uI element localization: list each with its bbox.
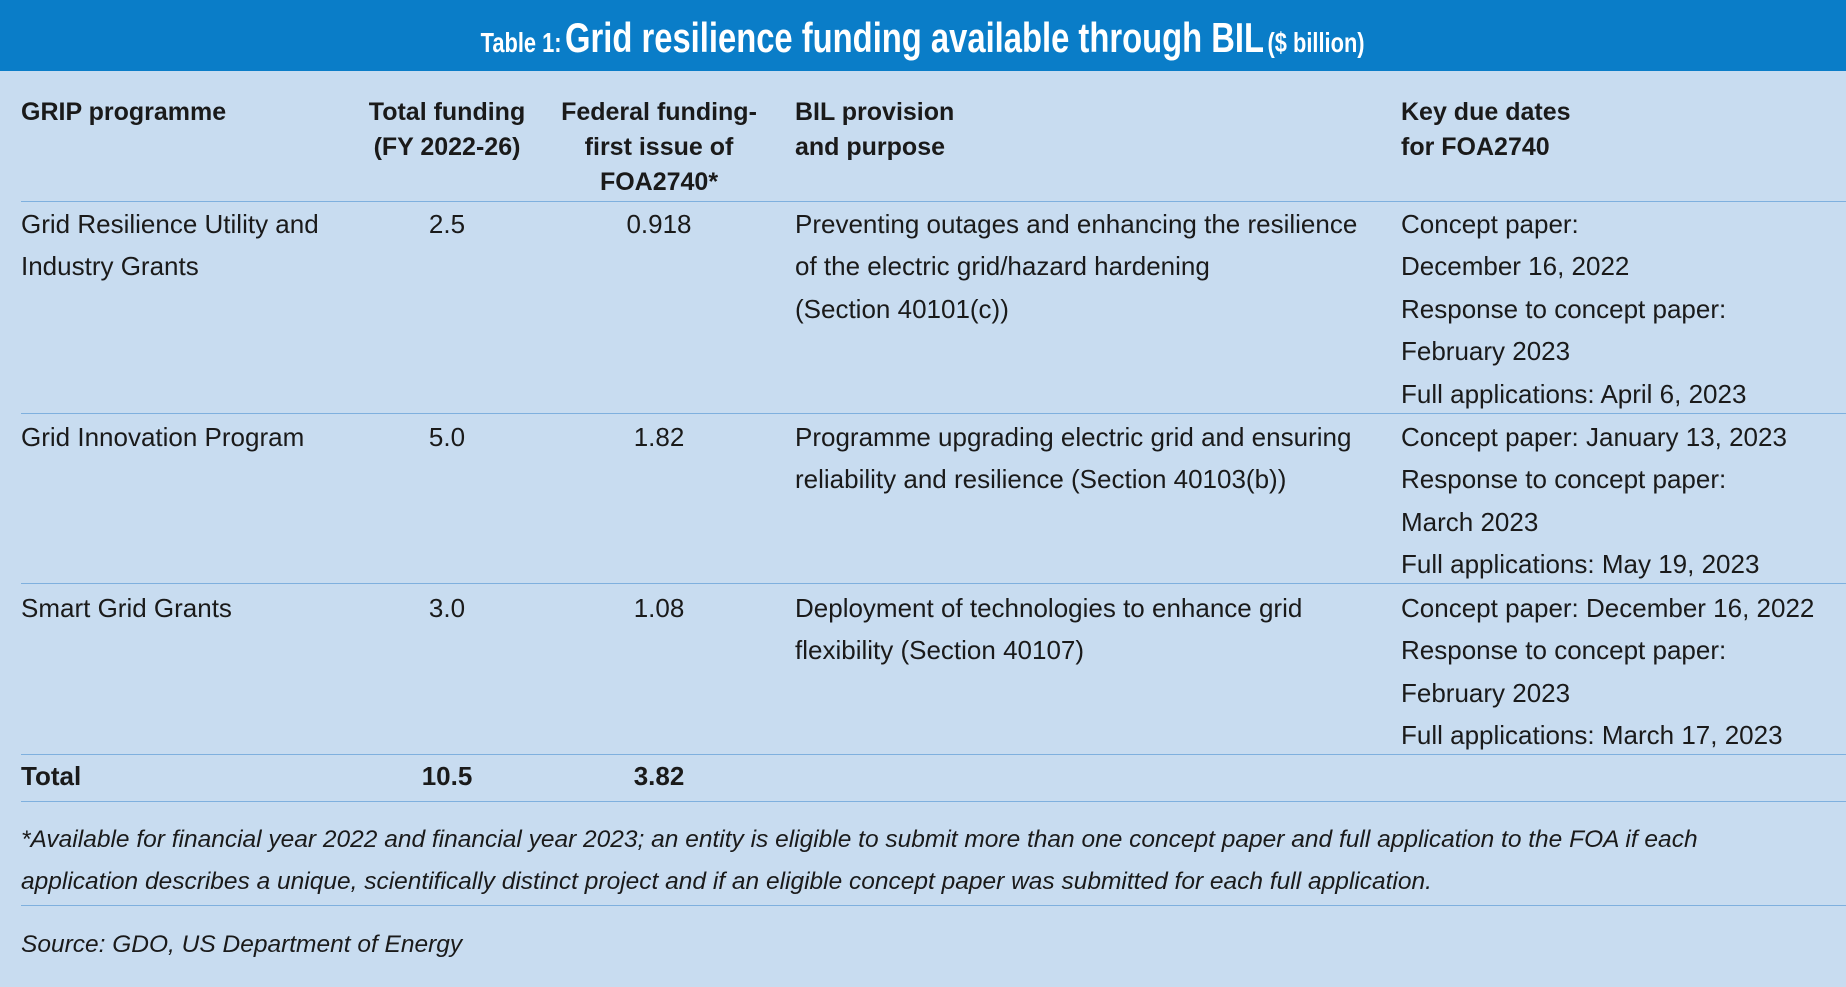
column-header: Federal funding- bbox=[561, 97, 757, 126]
cell-text: Full applications: March 17, 2023 bbox=[1401, 720, 1783, 751]
column-header: Total funding bbox=[368, 97, 526, 126]
cell-text: Response to concept paper: bbox=[1401, 635, 1727, 666]
cell-text: February 2023 bbox=[1401, 336, 1571, 367]
cell-text: reliability and resilience (Section 4010… bbox=[795, 464, 1287, 495]
cell-text: 1.08 bbox=[633, 593, 685, 623]
column-header: BIL provision bbox=[795, 97, 955, 126]
total-cell: 10.5 bbox=[421, 761, 473, 791]
cell-text: Full applications: April 6, 2023 bbox=[1401, 378, 1747, 409]
cell-text: 0.918 bbox=[626, 209, 692, 239]
source: Source: GDO, US Department of Energy bbox=[21, 931, 463, 958]
rule bbox=[21, 201, 1846, 202]
title-bar bbox=[0, 0, 1846, 71]
cell-text: March 2023 bbox=[1401, 506, 1539, 537]
rule bbox=[21, 583, 1846, 584]
rule bbox=[21, 413, 1846, 414]
cell-text: Concept paper: December 16, 2022 bbox=[1401, 593, 1815, 623]
cell-text: Concept paper: January 13, 2023 bbox=[1401, 422, 1787, 452]
cell-text: Deployment of technologies to enhance gr… bbox=[795, 593, 1303, 623]
total-cell: 3.82 bbox=[633, 761, 685, 791]
rule bbox=[21, 905, 1846, 906]
column-header: FOA2740* bbox=[599, 167, 719, 196]
cell-text: Full applications: May 19, 2023 bbox=[1401, 549, 1760, 580]
cell-text: (Section 40101(c)) bbox=[795, 293, 1009, 324]
footnote: application describes a unique, scientif… bbox=[21, 868, 1432, 896]
cell-text: flexibility (Section 40107) bbox=[795, 635, 1085, 666]
column-header: Key due dates bbox=[1401, 97, 1571, 126]
cell-text: Programme upgrading electric grid and en… bbox=[795, 422, 1352, 452]
cell-text: Grid Innovation Program bbox=[21, 422, 305, 452]
cell-text: December 16, 2022 bbox=[1401, 251, 1630, 282]
column-header: and purpose bbox=[795, 132, 946, 161]
rule bbox=[21, 754, 1846, 755]
title-label: Table 1: bbox=[481, 27, 562, 58]
cell-text: 1.82 bbox=[633, 422, 685, 452]
column-header: (FY 2022-26) bbox=[373, 132, 521, 161]
title-main: Grid resilience funding available throug… bbox=[565, 14, 1265, 61]
cell-text: Industry Grants bbox=[21, 251, 199, 282]
rule bbox=[21, 801, 1846, 802]
cell-text: 5.0 bbox=[428, 422, 466, 452]
title-unit: ($ billion) bbox=[1267, 27, 1365, 58]
cell-text: February 2023 bbox=[1401, 677, 1571, 708]
footnote: *Available for financial year 2022 and f… bbox=[21, 826, 1698, 853]
column-header: for FOA2740 bbox=[1401, 132, 1550, 161]
title: Table 1: Grid resilience funding availab… bbox=[0, 14, 1846, 62]
cell-text: Grid Resilience Utility and bbox=[21, 209, 319, 239]
cell-text: 2.5 bbox=[428, 209, 466, 239]
cell-text: Concept paper: bbox=[1401, 209, 1579, 239]
cell-text: Smart Grid Grants bbox=[21, 593, 232, 623]
cell-text: Preventing outages and enhancing the res… bbox=[795, 209, 1358, 239]
column-header: GRIP programme bbox=[21, 97, 227, 126]
cell-text: Response to concept paper: bbox=[1401, 293, 1727, 324]
cell-text: Response to concept paper: bbox=[1401, 464, 1727, 495]
cell-text: 3.0 bbox=[428, 593, 466, 623]
column-header: first issue of bbox=[584, 132, 734, 161]
total-cell: Total bbox=[21, 761, 82, 791]
cell-text: of the electric grid/hazard hardening bbox=[795, 251, 1210, 282]
